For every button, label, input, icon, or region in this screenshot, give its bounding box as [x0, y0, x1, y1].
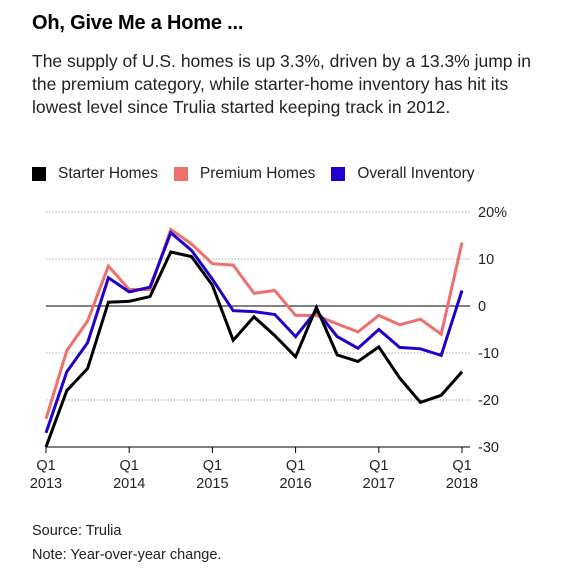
chart-subtitle: The supply of U.S. homes is up 3.3%, dri… — [32, 51, 532, 117]
footnote: Note: Year-over-year change. — [32, 547, 222, 563]
x-tick-year: 2016 — [279, 476, 311, 492]
source-note: Source: Trulia — [32, 523, 122, 539]
x-tick-year: 2015 — [196, 476, 228, 492]
y-tick-label: 10 — [478, 252, 494, 268]
x-tick-quarter: Q1 — [286, 458, 305, 474]
y-tick-label: 20% — [478, 205, 507, 221]
series-line-overall-inventory — [44, 230, 464, 434]
legend-label-premium: Premium Homes — [199, 165, 316, 182]
chart-title: Oh, Give Me a Home ... — [32, 12, 244, 34]
y-tick-label: 0 — [478, 299, 486, 315]
y-tick-label: -20 — [478, 393, 499, 409]
y-tick-label: -10 — [478, 346, 499, 362]
x-tick-year: 2014 — [113, 476, 145, 492]
x-tick-quarter: Q1 — [452, 458, 471, 474]
legend-item-overall: Overall Inventory — [331, 165, 475, 183]
x-tick-year: 2017 — [363, 476, 395, 492]
legend-swatch-premium — [173, 167, 188, 181]
x-tick-quarter: Q1 — [203, 458, 222, 474]
x-tick-quarter: Q1 — [369, 458, 388, 474]
legend-item-starter: Starter Homes — [32, 165, 158, 183]
legend-swatch-starter — [32, 167, 46, 181]
legend-label-starter: Starter Homes — [58, 165, 158, 182]
x-tick-quarter: Q1 — [36, 458, 55, 474]
series-line-premium-homes — [44, 227, 464, 420]
x-tick-year: 2018 — [446, 476, 478, 492]
chart-legend: Starter Homes Premium Homes Overall Inve… — [32, 165, 491, 183]
y-tick-label: -30 — [478, 440, 499, 456]
legend-label-overall: Overall Inventory — [357, 165, 475, 182]
legend-item-premium: Premium Homes — [173, 165, 316, 183]
x-tick-year: 2013 — [30, 476, 62, 492]
series-line-starter-homes — [44, 250, 464, 448]
x-tick-quarter: Q1 — [120, 458, 139, 474]
legend-swatch-overall — [331, 167, 346, 181]
